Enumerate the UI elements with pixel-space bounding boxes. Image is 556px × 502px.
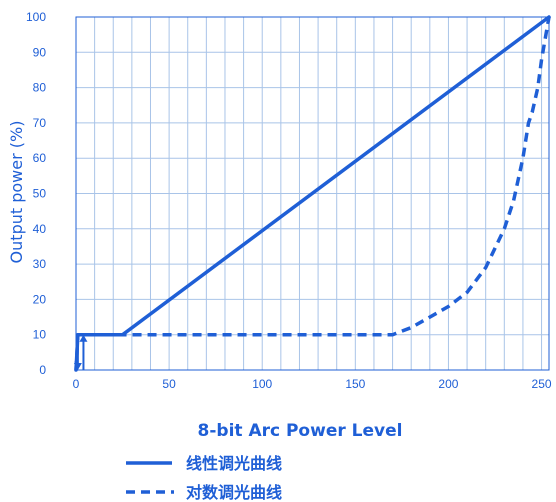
x-tick-label: 0: [73, 377, 80, 391]
y-tick-label: 70: [33, 116, 47, 130]
legend-label-series-1: 线性调光曲线: [186, 454, 282, 473]
y-tick-label: 60: [33, 151, 47, 165]
x-tick-label: 100: [252, 377, 272, 391]
y-tick-label: 20: [33, 292, 47, 306]
y-tick-label: 0: [39, 363, 46, 377]
x-tick-labels: 0 50 100 150 200 250: [73, 377, 552, 391]
y-tick-label: 10: [33, 328, 47, 342]
x-tick-label: 50: [162, 377, 176, 391]
y-tick-label: 90: [33, 45, 47, 59]
y-tick-labels: 0 10 20 30 40 50 60 70 80 90 100: [26, 10, 46, 377]
y-tick-label: 30: [33, 257, 47, 271]
x-axis-label: 8-bit Arc Power Level: [198, 421, 403, 441]
x-tick-label: 150: [345, 377, 365, 391]
x-tick-label: 250: [532, 377, 552, 391]
x-tick-label: 200: [438, 377, 458, 391]
legend-label-series-2: 对数调光曲线: [186, 483, 282, 502]
y-tick-label: 50: [33, 187, 47, 201]
legend: 线性调光曲线 对数调光曲线: [126, 454, 282, 502]
y-tick-label: 40: [33, 222, 47, 236]
y-tick-label: 100: [26, 10, 46, 24]
y-tick-label: 80: [33, 81, 47, 95]
y-axis-label: Output power (%): [7, 121, 26, 264]
